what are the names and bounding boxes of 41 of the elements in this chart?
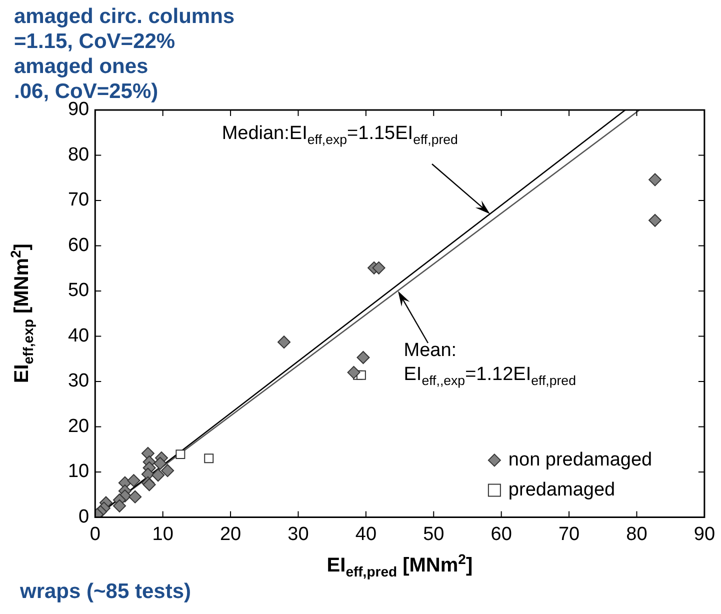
x-axis-title: EI$_{eff,pred}$ [MNm$^{2}$]: [326, 551, 473, 580]
x-tick-label: 80: [626, 524, 648, 545]
x-tick-label: 90: [694, 524, 716, 545]
x-tick-label: 50: [423, 524, 444, 545]
x-tick-label: 10: [152, 524, 174, 545]
y-tick-label: 80: [68, 144, 90, 166]
y-tick-label: 30: [68, 370, 90, 392]
x-tick-label: 60: [490, 524, 512, 545]
y-tick-label: 20: [68, 416, 90, 437]
text: =1.15, CoV=22%: [14, 29, 176, 54]
x-tick-label: 30: [288, 524, 309, 545]
point: [152, 468, 165, 482]
annotation: Mean: EI$_{eff,,exp}$=1.12EI$_{eff,pred}$: [404, 338, 576, 390]
point: [372, 261, 386, 274]
text: wraps (~85 tests): [20, 579, 191, 604]
point: [128, 490, 142, 504]
point: [161, 464, 174, 478]
text: amaged circ. columns: [14, 4, 235, 30]
y-tick-label: 50: [68, 280, 90, 302]
point: [113, 499, 126, 512]
y-tick-label: 0: [78, 506, 90, 528]
point: [278, 336, 291, 349]
point: [356, 350, 370, 364]
point: [154, 456, 167, 470]
legend-label: non predamaged: [508, 449, 652, 470]
point: [127, 474, 140, 488]
point: [347, 366, 360, 379]
point: [204, 454, 214, 464]
point: [648, 214, 662, 227]
y-tick-label: 70: [68, 190, 90, 211]
x-tick-label: 40: [355, 524, 377, 545]
x-tick-label: 20: [220, 524, 242, 545]
x-tick-label: 70: [558, 524, 580, 545]
y-tick-label: 10: [68, 461, 90, 482]
legend-label: predamaged: [508, 479, 616, 500]
text: amaged ones: [14, 54, 148, 80]
point: [648, 173, 662, 186]
y-tick-label: 60: [68, 234, 90, 256]
point: [176, 450, 186, 460]
annotation: Median:EI$_{eff,exp}$=1.15EI$_{eff,pred}$: [222, 122, 458, 148]
y-tick-label: 40: [68, 325, 90, 346]
